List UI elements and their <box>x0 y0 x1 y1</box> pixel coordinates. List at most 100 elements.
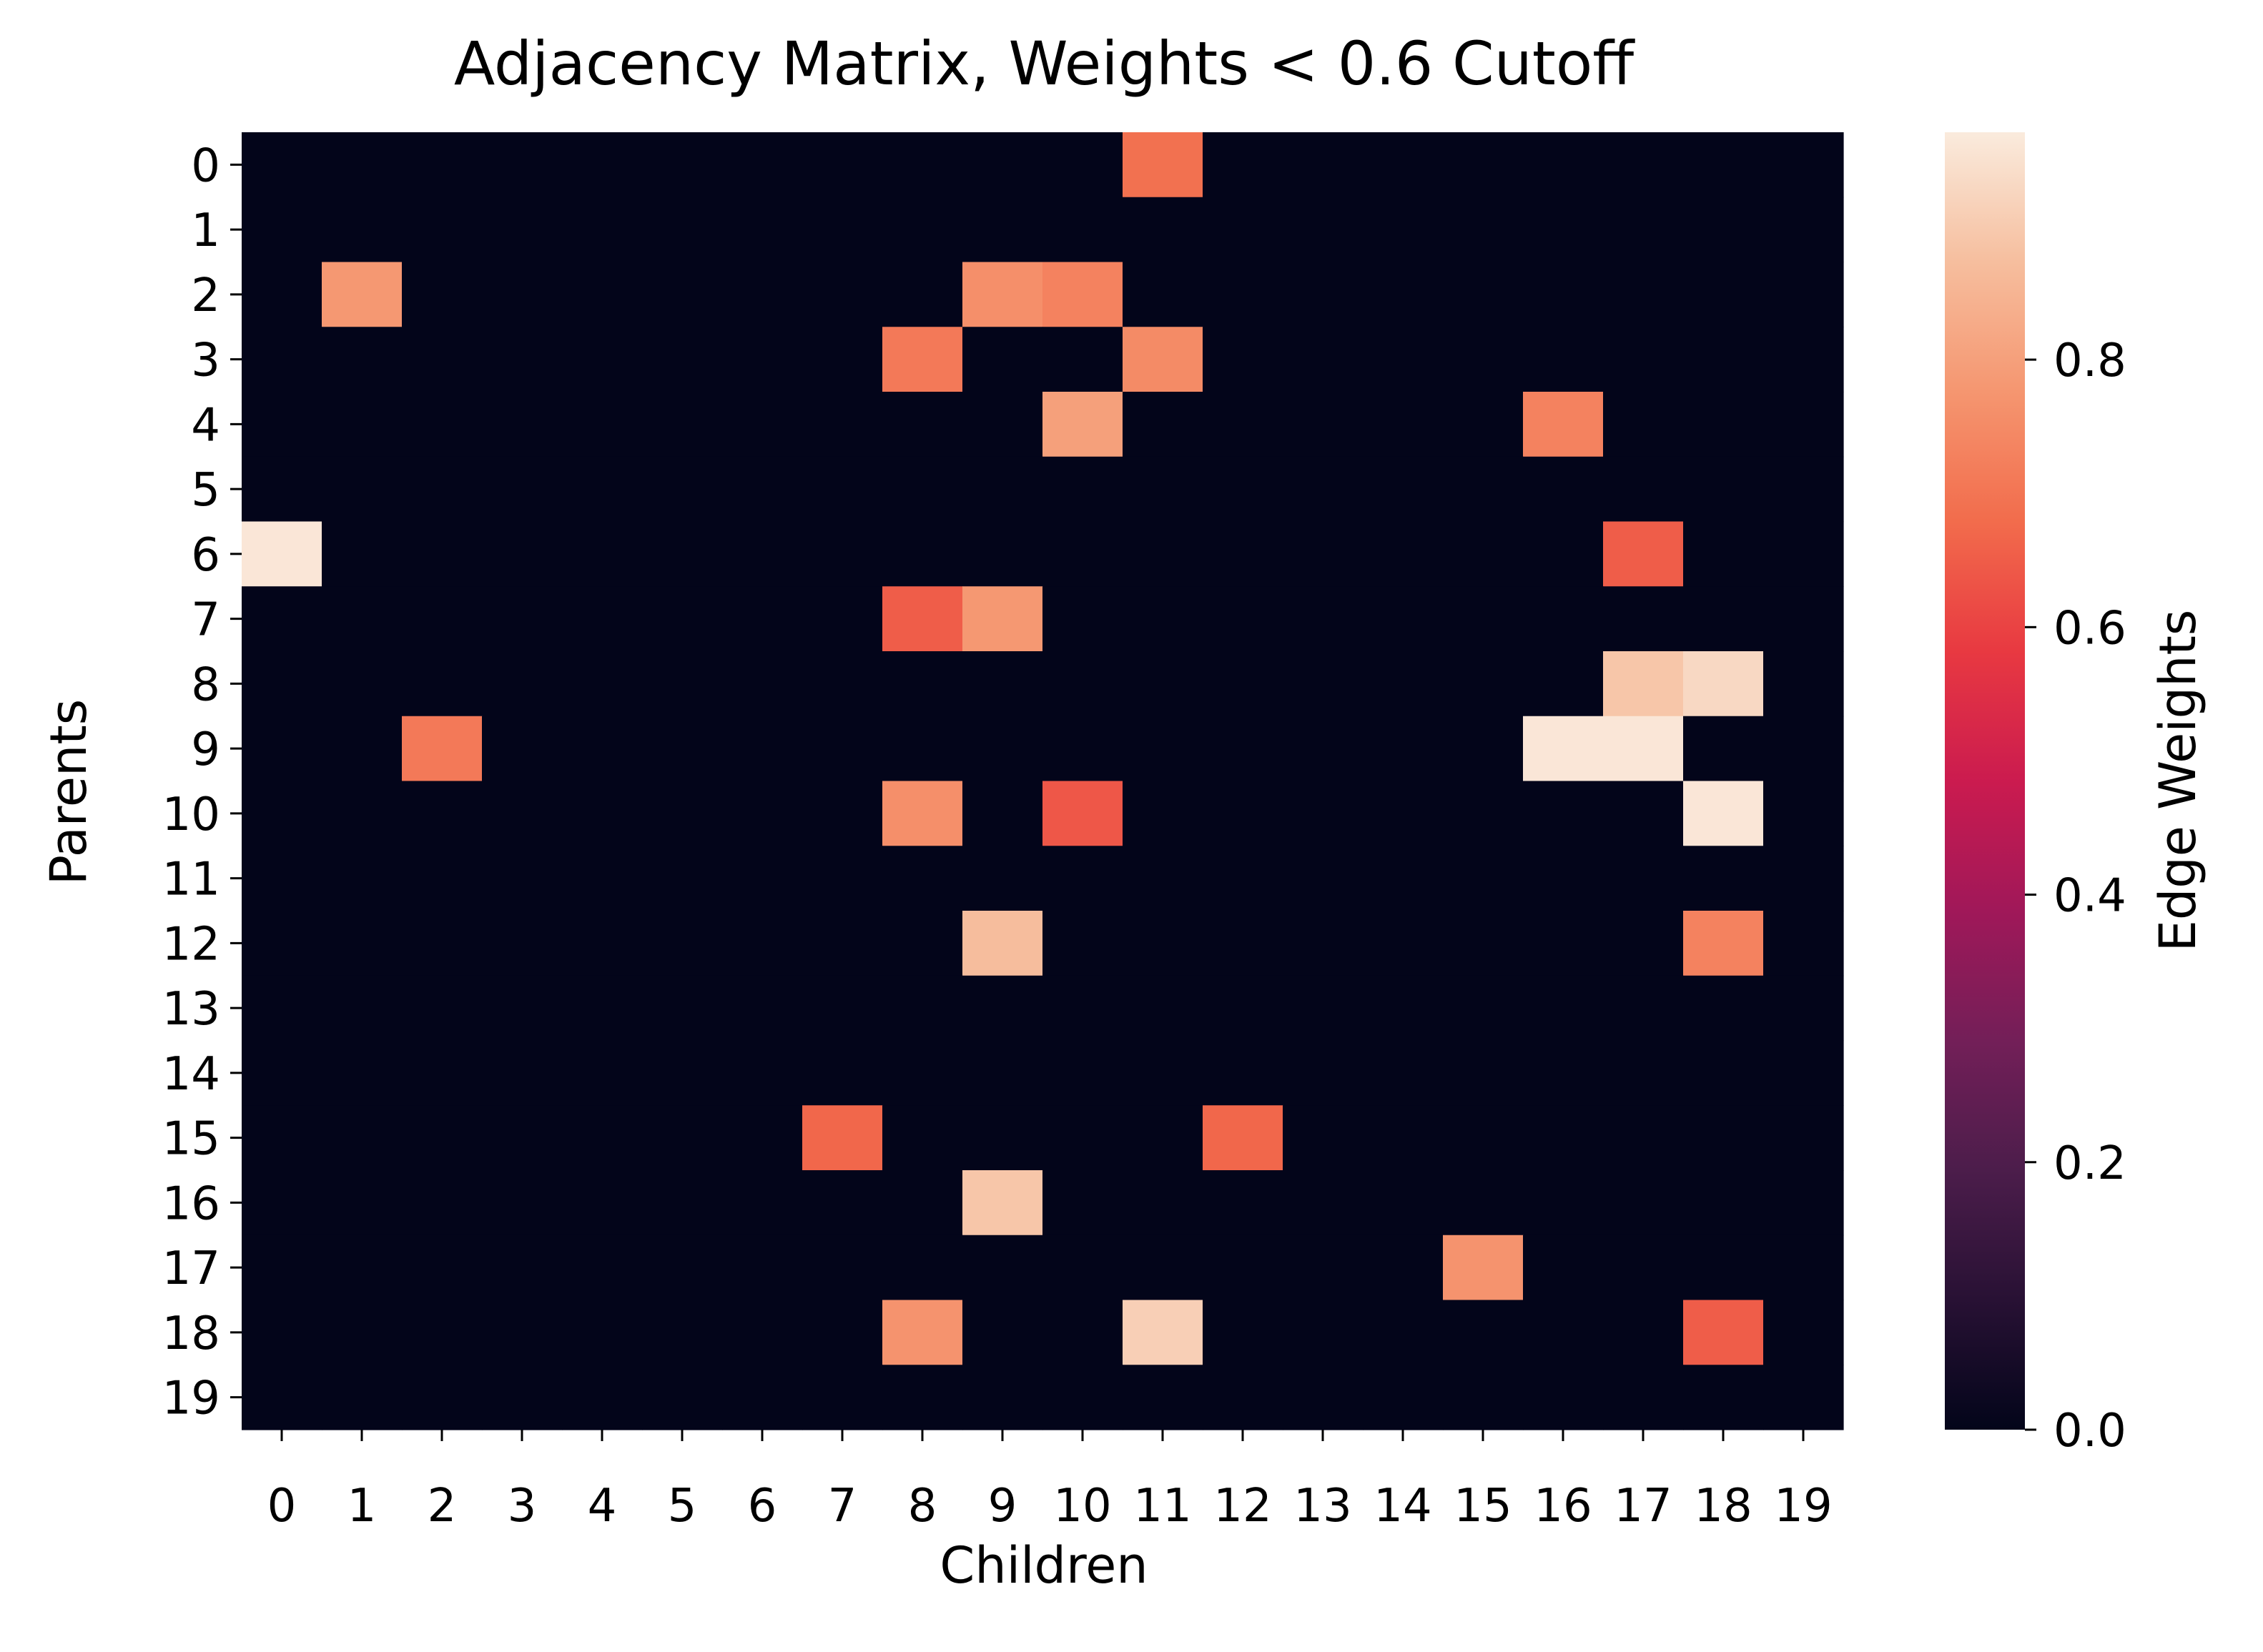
heatmap-cell <box>322 1365 403 1430</box>
heatmap-cell <box>1603 1170 1684 1236</box>
heatmap-cell <box>322 521 403 587</box>
heatmap-cell <box>1443 1300 1524 1365</box>
heatmap-cell <box>882 1170 963 1236</box>
heatmap-cell <box>1603 1040 1684 1106</box>
heatmap-cell <box>1123 197 1203 263</box>
heatmap-cell <box>1123 456 1203 523</box>
heatmap-cell <box>1123 327 1203 392</box>
heatmap-cell <box>722 1040 803 1106</box>
heatmap-cell <box>722 1170 803 1236</box>
y-tick-label: 0 <box>191 139 220 192</box>
heatmap-cell <box>1042 651 1123 717</box>
heatmap-cell <box>1443 1235 1524 1301</box>
heatmap-cell <box>802 1300 883 1365</box>
heatmap-cell <box>722 1365 803 1430</box>
heatmap-cell <box>1763 197 1844 263</box>
heatmap-cell <box>482 911 563 976</box>
y-tick-label: 12 <box>162 918 220 971</box>
heatmap-cell <box>1283 781 1364 846</box>
heatmap-cell <box>882 586 963 652</box>
heatmap-cell <box>402 1235 483 1301</box>
heatmap-cell <box>1123 1040 1203 1106</box>
heatmap-cell <box>802 716 883 782</box>
heatmap-cell <box>1042 846 1123 911</box>
heatmap-cell <box>1042 262 1123 327</box>
heatmap-cell <box>1603 1300 1684 1365</box>
heatmap-cell <box>322 651 403 717</box>
heatmap-cell <box>1603 975 1684 1042</box>
heatmap-cell <box>882 975 963 1042</box>
heatmap-cell <box>1603 1105 1684 1171</box>
y-tick-label: 11 <box>162 854 220 906</box>
heatmap-cell <box>1763 1300 1844 1365</box>
colorbar-tick-label: 0.8 <box>2054 335 2126 387</box>
heatmap-cell <box>1523 586 1604 652</box>
heatmap-cell <box>1443 975 1524 1042</box>
heatmap-cell <box>722 456 803 523</box>
heatmap-cell <box>402 1300 483 1365</box>
heatmap-cell <box>802 846 883 911</box>
heatmap-cell <box>1042 911 1123 976</box>
heatmap-cell <box>1763 975 1844 1042</box>
heatmap-cell <box>402 651 483 717</box>
heatmap-cell <box>722 1105 803 1171</box>
heatmap-cell <box>882 262 963 327</box>
heatmap-cell <box>1042 586 1123 652</box>
y-tick-label: 19 <box>162 1372 220 1425</box>
heatmap-cell <box>1283 521 1364 587</box>
heatmap-cell <box>402 1365 483 1430</box>
heatmap-cell <box>1683 1235 1764 1301</box>
heatmap-cell <box>562 716 643 782</box>
heatmap-cell <box>1363 1365 1444 1430</box>
chart-title: Adjacency Matrix, Weights < 0.6 Cutoff <box>454 29 1635 99</box>
heatmap-cell <box>1683 456 1764 523</box>
heatmap-cell <box>402 132 483 198</box>
heatmap-cell <box>1603 262 1684 327</box>
heatmap-cell <box>1763 327 1844 392</box>
heatmap-cell <box>962 1300 1043 1365</box>
heatmap-cell <box>1443 586 1524 652</box>
heatmap-cell <box>1203 197 1283 263</box>
heatmap-cell <box>402 392 483 457</box>
heatmap-cell <box>802 1105 883 1171</box>
heatmap-cell <box>882 716 963 782</box>
heatmap-cell <box>1123 521 1203 587</box>
heatmap-cell <box>802 262 883 327</box>
heatmap-cell <box>1363 586 1444 652</box>
heatmap-cell <box>802 781 883 846</box>
heatmap-cell <box>962 262 1043 327</box>
heatmap-cell <box>1523 1040 1604 1106</box>
heatmap-cell <box>802 456 883 523</box>
heatmap-cell <box>482 456 563 523</box>
heatmap-cell <box>562 1235 643 1301</box>
heatmap-cell <box>1042 392 1123 457</box>
heatmap-cell <box>402 846 483 911</box>
heatmap-cell <box>962 327 1043 392</box>
heatmap-cell <box>1042 716 1123 782</box>
heatmap-cell <box>1443 327 1524 392</box>
heatmap-cell <box>1523 781 1604 846</box>
heatmap-cell <box>1443 781 1524 846</box>
heatmap-cell <box>1683 586 1764 652</box>
heatmap-cell <box>642 1235 723 1301</box>
heatmap-cell <box>1123 651 1203 717</box>
heatmap-cell <box>402 327 483 392</box>
heatmap-cell <box>1123 846 1203 911</box>
heatmap-cell <box>1283 392 1364 457</box>
heatmap-cell <box>722 911 803 976</box>
heatmap-cell <box>642 1040 723 1106</box>
heatmap-cell <box>1523 1365 1604 1430</box>
heatmap-cell <box>1283 716 1364 782</box>
heatmap-cell <box>1283 1170 1364 1236</box>
heatmap-cell <box>1683 392 1764 457</box>
heatmap-cell <box>722 716 803 782</box>
heatmap-cell <box>722 521 803 587</box>
heatmap-cell <box>1443 911 1524 976</box>
heatmap-cell <box>322 1040 403 1106</box>
heatmap-cell <box>962 975 1043 1042</box>
heatmap-cell <box>802 911 883 976</box>
heatmap-cell <box>482 132 563 198</box>
heatmap-cell <box>482 1365 563 1430</box>
heatmap-cell <box>482 975 563 1042</box>
